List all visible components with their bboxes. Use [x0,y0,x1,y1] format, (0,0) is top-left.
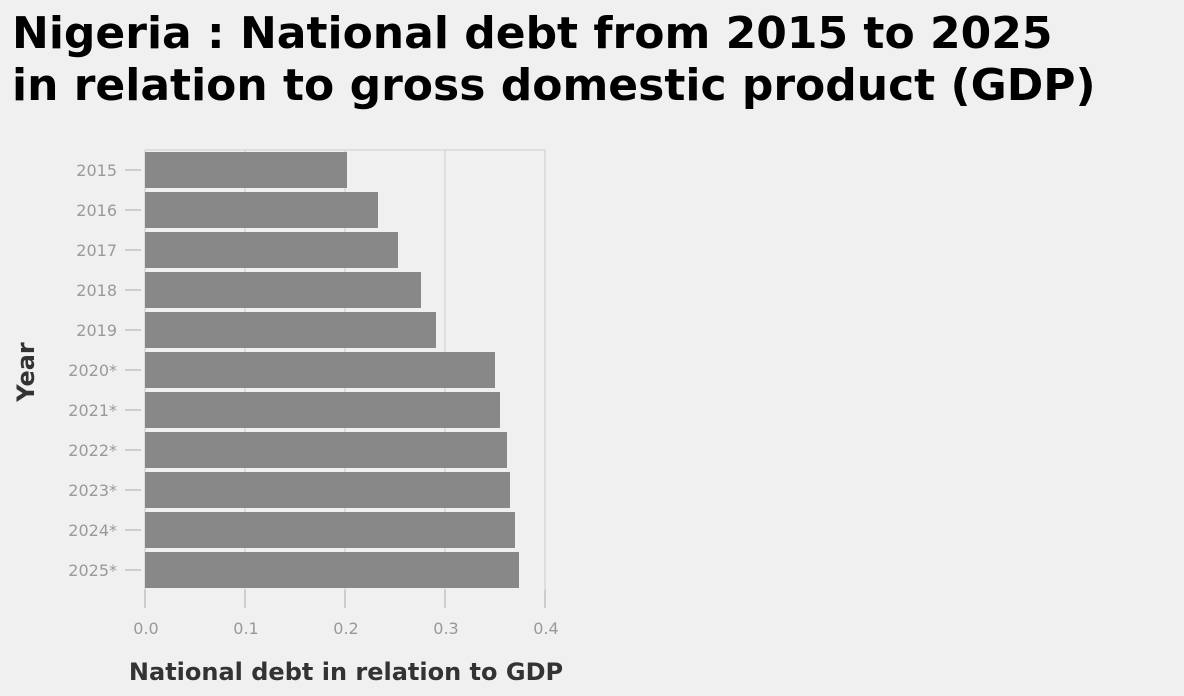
bar-2016 [145,192,378,228]
bars [145,152,519,588]
x-tick-label: 0.4 [533,619,558,638]
y-tick-label: 2025* [68,561,117,580]
bar-2018 [145,272,421,308]
y-axis: 2015 2016 2017 2018 2019 2020* 2021* 2022* 2023*… [68,161,141,580]
y-tick-label: 2020* [68,361,117,380]
bar-2017 [145,232,398,268]
x-tick-label: 0.3 [433,619,458,638]
x-axis-title: National debt in relation to GDP [129,658,563,686]
y-tick-label: 2024* [68,521,117,540]
y-tick-label: 2023* [68,481,117,500]
bar-2025-projected [145,552,519,588]
bar-2024-projected [145,512,515,548]
bar-2019 [145,312,436,348]
y-axis-title: Year [12,342,40,403]
x-tick-label: 0.0 [133,619,158,638]
bar-2023-projected [145,472,510,508]
bar-2021-projected [145,392,500,428]
bar-2020-projected [145,352,495,388]
x-tick-label: 0.1 [233,619,258,638]
y-tick-label: 2021* [68,401,117,420]
x-axis: 0.0 0.1 0.2 0.3 0.4 [133,590,559,638]
bar-2022-projected [145,432,507,468]
chart-title-line-2: in relation to gross domestic product (G… [12,60,1096,111]
chart-title: Nigeria : National debt from 2015 to 202… [12,8,1182,112]
y-tick-label: 2017 [76,241,117,260]
y-tick-label: 2018 [76,281,117,300]
y-tick-label: 2019 [76,321,117,340]
y-tick-label: 2022* [68,441,117,460]
y-tick-label: 2016 [76,201,117,220]
y-tick-label: 2015 [76,161,117,180]
chart-title-line-1: Nigeria : National debt from 2015 to 202… [12,8,1053,59]
bar-2015 [145,152,347,188]
x-tick-label: 0.2 [333,619,358,638]
